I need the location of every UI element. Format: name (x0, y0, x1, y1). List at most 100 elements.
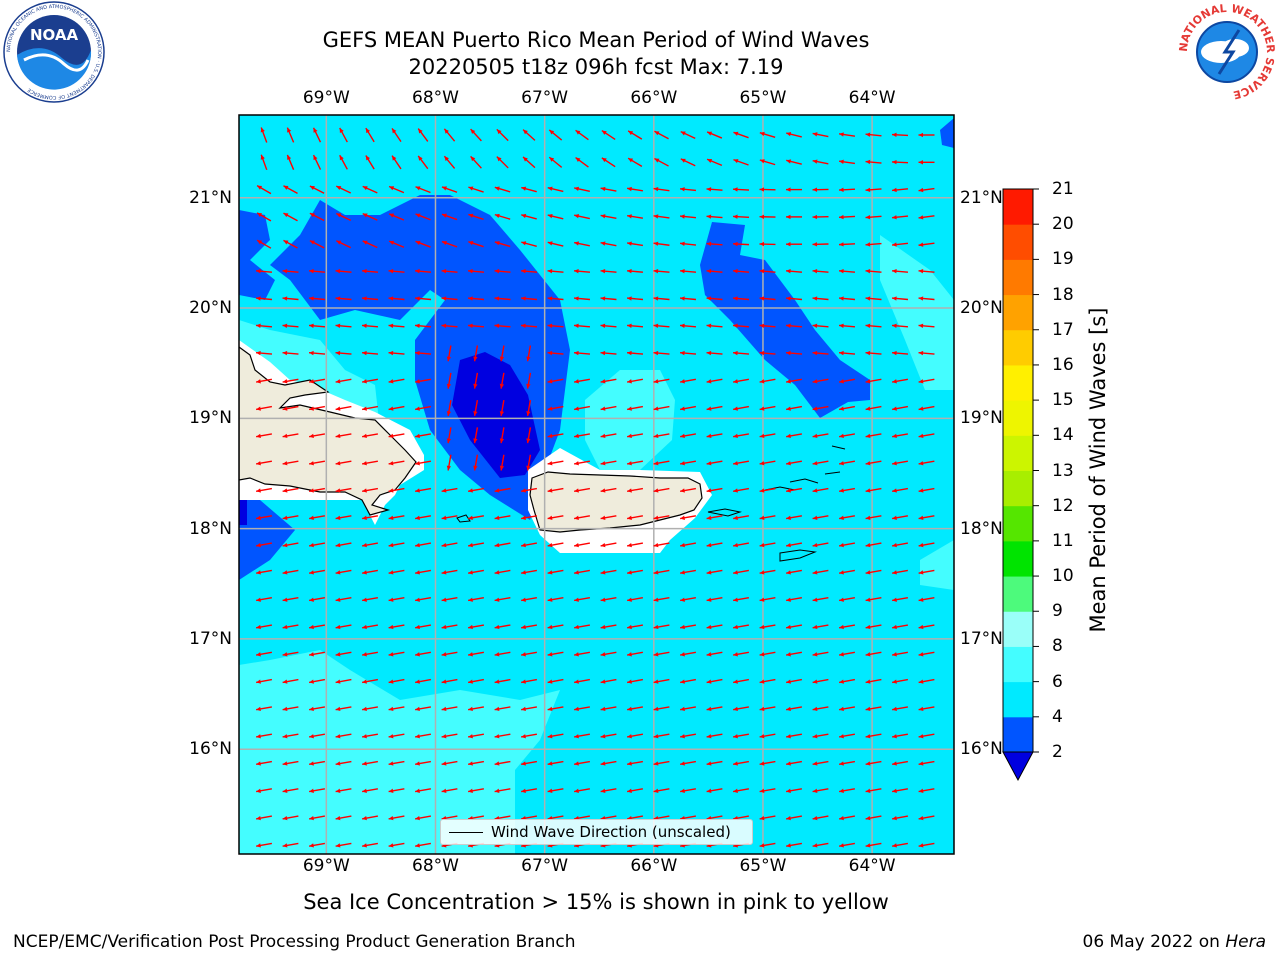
wave-direction-arrow (335, 433, 352, 439)
wave-direction-arrow (785, 515, 803, 520)
wave-direction-arrow (282, 815, 299, 821)
colorbar-tick-label: 9 (1052, 601, 1063, 622)
wave-direction-arrow (838, 733, 856, 739)
wave-direction-arrow (443, 128, 456, 142)
wave-direction-arrow (573, 733, 591, 739)
wave-direction-arrow (838, 706, 856, 712)
wave-direction-arrow (653, 542, 670, 548)
wave-direction-arrow (255, 569, 273, 575)
wave-direction-arrow (812, 378, 829, 384)
wave-direction-arrow (918, 215, 935, 220)
wave-direction-arrow (496, 156, 509, 169)
wave-direction-arrow (446, 372, 452, 389)
wave-direction-arrow (520, 569, 538, 575)
wave-direction-arrow (626, 597, 644, 602)
wave-direction-arrow (891, 706, 909, 712)
wave-direction-arrow (679, 350, 697, 356)
colorbar-segment (1003, 611, 1033, 647)
colorbar-tick-label: 15 (1052, 390, 1074, 411)
wave-direction-arrow (626, 296, 644, 301)
wave-direction-arrow (679, 624, 697, 630)
wave-direction-arrow (891, 350, 909, 356)
wave-direction-arrow (838, 542, 856, 548)
wave-direction-arrow (838, 187, 856, 192)
wave-direction-arrow (865, 323, 882, 328)
wave-direction-arrow (600, 678, 617, 684)
wave-direction-arrow (626, 515, 644, 520)
wave-direction-arrow (759, 241, 776, 247)
wave-direction-arrow (600, 706, 617, 712)
wave-direction-arrow (494, 651, 511, 657)
wave-direction-arrow (918, 405, 935, 411)
wave-direction-arrow (838, 487, 856, 493)
wave-direction-arrow (388, 213, 405, 221)
wave-direction-arrow (441, 269, 458, 274)
wave-direction-arrow (499, 345, 505, 362)
wave-direction-arrow (865, 569, 882, 575)
wave-direction-arrow (388, 433, 405, 439)
wave-direction-arrow (838, 378, 856, 384)
wave-direction-arrow (494, 597, 511, 602)
wave-direction-arrow (574, 186, 590, 192)
wave-direction-arrow (732, 323, 750, 328)
wave-direction-arrow (785, 842, 803, 848)
wave-direction-arrow (732, 733, 750, 739)
wave-direction-arrow (573, 269, 591, 274)
lon-tick-top: 66°W (630, 88, 678, 108)
wave-direction-arrow (283, 239, 298, 249)
wave-direction-arrow (282, 651, 299, 657)
wave-direction-arrow (838, 296, 856, 301)
wave-direction-arrow (785, 733, 803, 739)
wave-direction-arrow (255, 624, 273, 630)
wave-direction-arrow (812, 597, 829, 602)
wave-direction-arrow (918, 542, 935, 548)
wave-direction-arrow (520, 597, 538, 602)
wave-direction-arrow (706, 214, 723, 219)
wave-direction-arrow (335, 515, 352, 520)
wave-direction-arrow (308, 733, 326, 739)
wave-direction-arrow (759, 159, 776, 166)
wave-direction-arrow (865, 706, 882, 712)
wave-direction-arrow (653, 378, 670, 384)
wave-direction-arrow (574, 241, 590, 247)
wave-direction-arrow (626, 733, 644, 739)
colorbar-segment (1003, 364, 1033, 401)
wave-direction-arrow (286, 127, 295, 143)
wave-direction-arrow (446, 399, 452, 417)
wave-direction-arrow (441, 323, 458, 328)
wave-direction-arrow (573, 624, 591, 630)
wave-direction-arrow (732, 487, 750, 493)
wave-direction-arrow (282, 760, 299, 766)
wave-direction-arrow (575, 156, 589, 168)
wave-direction-arrow (785, 350, 803, 356)
wave-direction-arrow (446, 345, 452, 362)
colorbar-segment (1003, 259, 1033, 296)
colorbar-tick-label: 18 (1052, 284, 1074, 305)
wave-direction-arrow (626, 405, 644, 411)
wave-direction-arrow (918, 597, 935, 602)
wave-direction-arrow (308, 542, 326, 548)
wave-direction-arrow (467, 542, 485, 548)
wave-direction-arrow (573, 569, 591, 575)
land-virgin-islands (764, 445, 846, 491)
wave-direction-arrow (441, 186, 458, 193)
wave-direction-arrow (812, 815, 829, 821)
wave-direction-arrow (732, 651, 750, 657)
colorbar-segment (1003, 294, 1033, 331)
wave-direction-arrow (918, 460, 935, 466)
wave-direction-arrow (653, 186, 670, 192)
colorbar-tick-label: 4 (1052, 706, 1063, 727)
land-vieques (707, 508, 742, 517)
wave-direction-arrow (626, 678, 644, 684)
wave-direction-arrow (759, 296, 776, 301)
wave-direction-arrow (627, 130, 643, 140)
footer-host: Hera (1225, 932, 1266, 952)
lat-tick-left: 20°N (189, 298, 232, 319)
wave-direction-arrow (653, 460, 670, 466)
wave-direction-arrow (441, 651, 458, 657)
wave-direction-arrow (365, 127, 375, 143)
wave-direction-arrow (494, 186, 511, 193)
wave-direction-arrow (785, 624, 803, 630)
colorbar-segment (1003, 189, 1033, 225)
wave-direction-arrow (573, 542, 591, 548)
